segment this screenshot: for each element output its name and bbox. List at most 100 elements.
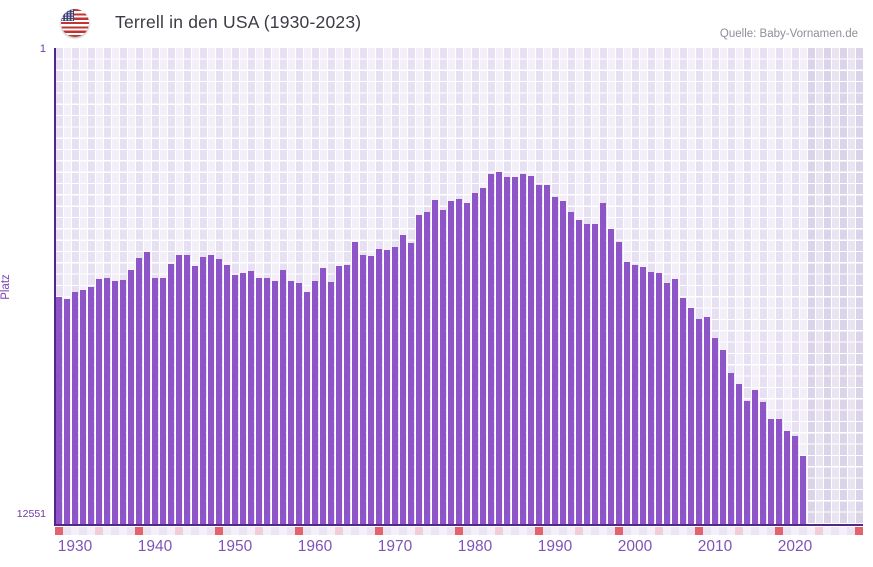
decade-marker-cell [743, 527, 751, 535]
bar-1936[interactable] [119, 279, 127, 524]
bar-2004[interactable] [663, 283, 671, 524]
bar-2006[interactable] [679, 297, 687, 524]
bar-1989[interactable] [543, 184, 551, 524]
bar-2021[interactable] [799, 455, 807, 524]
bar-1996[interactable] [599, 202, 607, 524]
bar-1972[interactable] [407, 242, 415, 524]
bar-2020[interactable] [791, 435, 799, 524]
bar-1980[interactable] [471, 193, 479, 524]
bar-1959[interactable] [303, 292, 311, 524]
bar-1931[interactable] [79, 289, 87, 524]
bar-1940[interactable] [151, 277, 159, 524]
bar-1944[interactable] [183, 255, 191, 524]
bar-1942[interactable] [167, 263, 175, 524]
bar-1949[interactable] [223, 264, 231, 524]
bar-2010[interactable] [711, 337, 719, 524]
bar-1947[interactable] [207, 254, 215, 524]
x-tick-label: 1980 [457, 538, 493, 555]
decade-marker-cell [199, 527, 207, 535]
bar-1984[interactable] [503, 176, 511, 524]
bar-2003[interactable] [655, 273, 663, 524]
bar-1941[interactable] [159, 277, 167, 524]
bar-1930[interactable] [71, 292, 79, 524]
bar-2012[interactable] [727, 373, 735, 524]
bar-1986[interactable] [519, 173, 527, 524]
bar-2002[interactable] [647, 272, 655, 524]
bar-2009[interactable] [703, 316, 711, 524]
bar-1958[interactable] [295, 282, 303, 524]
bar-1992[interactable] [567, 212, 575, 524]
bar-1976[interactable] [439, 210, 447, 524]
bar-1975[interactable] [431, 199, 439, 524]
bar-2001[interactable] [639, 267, 647, 524]
bar-1971[interactable] [399, 235, 407, 524]
bar-1956[interactable] [279, 270, 287, 524]
bar-2000[interactable] [631, 264, 639, 524]
bar-1946[interactable] [199, 257, 207, 524]
bar-1979[interactable] [463, 202, 471, 524]
bar-1951[interactable] [239, 272, 247, 524]
bar-2015[interactable] [751, 389, 759, 524]
bar-1965[interactable] [351, 241, 359, 524]
y-axis-line [54, 48, 56, 526]
bar-2007[interactable] [687, 307, 695, 524]
bar-1957[interactable] [287, 281, 295, 524]
bar-1997[interactable] [607, 228, 615, 524]
bar-1928[interactable] [55, 297, 63, 524]
bar-1952[interactable] [247, 271, 255, 524]
bar-1943[interactable] [175, 254, 183, 524]
bar-1962[interactable] [327, 282, 335, 524]
bar-1981[interactable] [479, 188, 487, 524]
bar-1968[interactable] [375, 248, 383, 524]
bar-1983[interactable] [495, 172, 503, 524]
bar-1999[interactable] [623, 262, 631, 524]
bar-1929[interactable] [63, 299, 71, 524]
bar-1998[interactable] [615, 242, 623, 524]
bar-1950[interactable] [231, 275, 239, 524]
bar-1995[interactable] [591, 223, 599, 524]
bar-1953[interactable] [255, 278, 263, 524]
bar-1994[interactable] [583, 223, 591, 524]
bar-1991[interactable] [559, 201, 567, 524]
bar-1960[interactable] [311, 281, 319, 524]
bar-2011[interactable] [719, 349, 727, 524]
bar-2017[interactable] [767, 418, 775, 524]
bar-2008[interactable] [695, 319, 703, 524]
bar-1945[interactable] [191, 265, 199, 524]
bar-1938[interactable] [135, 257, 143, 524]
bar-2013[interactable] [735, 384, 743, 524]
bar-1990[interactable] [551, 196, 559, 524]
bar-1933[interactable] [95, 278, 103, 524]
bar-1948[interactable] [215, 258, 223, 524]
bar-1985[interactable] [511, 176, 519, 524]
bar-1935[interactable] [111, 280, 119, 524]
bar-1970[interactable] [391, 247, 399, 524]
decade-marker-cell [455, 527, 463, 535]
bar-1978[interactable] [455, 198, 463, 524]
bar-2014[interactable] [743, 400, 751, 524]
bar-2018[interactable] [775, 418, 783, 524]
bar-1937[interactable] [127, 269, 135, 524]
bar-2016[interactable] [759, 402, 767, 524]
bar-1988[interactable] [535, 184, 543, 524]
bar-2019[interactable] [783, 430, 791, 524]
bar-1977[interactable] [447, 201, 455, 524]
bar-1939[interactable] [143, 252, 151, 524]
bar-1932[interactable] [87, 287, 95, 524]
bar-1961[interactable] [319, 268, 327, 524]
bar-1974[interactable] [423, 212, 431, 524]
bar-1987[interactable] [527, 176, 535, 524]
bar-2005[interactable] [671, 278, 679, 524]
decade-marker-cell [463, 527, 471, 535]
bar-1955[interactable] [271, 281, 279, 524]
bar-1969[interactable] [383, 250, 391, 524]
bar-1966[interactable] [359, 254, 367, 524]
bar-1964[interactable] [343, 264, 351, 524]
bar-1973[interactable] [415, 214, 423, 524]
bar-1967[interactable] [367, 256, 375, 524]
bar-1954[interactable] [263, 278, 271, 524]
bar-1934[interactable] [103, 278, 111, 524]
bar-1993[interactable] [575, 219, 583, 524]
bar-1963[interactable] [335, 266, 343, 524]
bar-1982[interactable] [487, 174, 495, 524]
